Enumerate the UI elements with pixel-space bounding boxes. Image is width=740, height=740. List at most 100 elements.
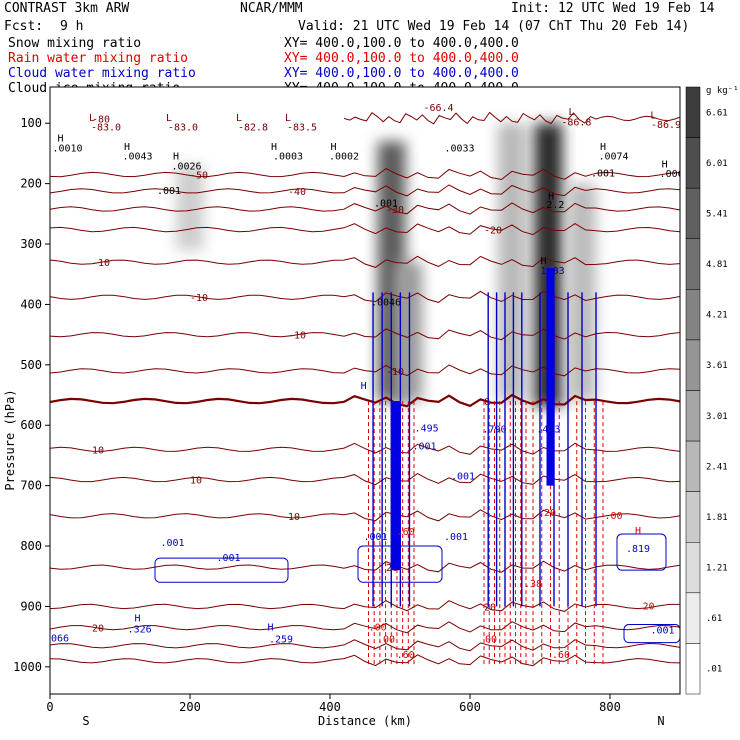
field-xy-rain: XY= 400.0,100.0 to 400.0,400.0 xyxy=(284,51,519,66)
y-tick-label-2: 300 xyxy=(20,237,42,251)
extrema-label-51: .819 xyxy=(626,544,650,555)
field-xy-snow: XY= 400.0,100.0 to 400.0,400.0 xyxy=(284,36,519,51)
extrema-label-37: .495 xyxy=(415,423,439,434)
colorbar-level-9: 1.21 xyxy=(706,564,728,574)
extrema-label-26: .001 xyxy=(591,168,615,179)
extrema-label-25: .0074 xyxy=(598,151,628,162)
isotherm-label-5: -10 xyxy=(92,258,110,269)
extrema-label-4: L xyxy=(236,113,242,124)
extrema-label-33: 2.2 xyxy=(546,200,564,211)
extrema-label-19: H xyxy=(271,142,277,153)
cloud-water-core-0 xyxy=(392,401,401,571)
colorbar-level-6: 3.01 xyxy=(706,412,728,422)
extrema-label-17: H xyxy=(173,151,179,162)
isotherm-label-3: -30 xyxy=(386,205,404,216)
extrema-label-15: H xyxy=(124,142,130,153)
extrema-label-8: -66.4 xyxy=(423,103,453,114)
cloud-water-cell-1 xyxy=(357,545,443,583)
extrema-label-1: -83.0 xyxy=(91,122,121,133)
extrema-label-3: -83.0 xyxy=(168,122,198,133)
isotherm-1 xyxy=(50,168,680,181)
extrema-label-18: .0026 xyxy=(171,162,201,173)
colorbar-level-3: 4.81 xyxy=(706,260,728,270)
isotherm-16 xyxy=(50,639,680,652)
extrema-label-5: -82.8 xyxy=(238,122,268,133)
extrema-label-39: .433 xyxy=(536,424,560,435)
isotherm-label-0: -80 xyxy=(92,114,110,125)
extrema-label-59: .00 xyxy=(604,511,622,522)
colorbar-swatch-4 xyxy=(685,289,701,341)
isotherm-label-4: -20 xyxy=(484,226,502,237)
x-axis-south-label: S xyxy=(82,714,89,728)
extrema-label-27: H xyxy=(662,159,668,170)
extrema-label-30: .001 xyxy=(374,199,398,210)
model-title: CONTRAST 3km ARW xyxy=(4,1,130,16)
isotherm-8 xyxy=(50,364,680,377)
colorbar-level-10: .61 xyxy=(706,614,722,624)
cloud-water-cell-3 xyxy=(623,624,680,644)
forecast-hour: 9 h xyxy=(60,19,84,34)
org-label: NCAR/MMM xyxy=(240,1,303,16)
y-tick-label-8: 900 xyxy=(20,599,42,613)
extrema-label-21: H xyxy=(330,142,336,153)
y-tick-label-0: 100 xyxy=(20,116,42,130)
y-tick-label-5: 600 xyxy=(20,418,42,432)
colorbar-swatch-10 xyxy=(685,592,701,644)
colorbar-level-7: 2.41 xyxy=(706,462,728,472)
cloud-water-cell-0 xyxy=(154,557,289,583)
extrema-label-46: H xyxy=(134,614,140,625)
extrema-label-54: .60 xyxy=(397,527,415,538)
extrema-label-53: H xyxy=(635,526,641,537)
colorbar-level-8: 1.81 xyxy=(706,513,728,523)
isotherm-11 xyxy=(50,473,680,486)
snow-column-0 xyxy=(176,165,204,251)
y-tick-label-4: 500 xyxy=(20,358,42,372)
cloud-water-core-1 xyxy=(546,268,555,486)
colorbar-level-4: 4.21 xyxy=(706,311,728,321)
colorbar-swatch-6 xyxy=(685,390,701,442)
extrema-label-6: L xyxy=(285,113,291,124)
colorbar-swatch-3 xyxy=(685,238,701,290)
plot-frame xyxy=(49,86,681,695)
extrema-label-35: 1.83 xyxy=(541,266,565,277)
extrema-label-41: .001 xyxy=(451,472,475,483)
x-tick-label-0: 0 xyxy=(46,700,53,714)
extrema-label-0: L xyxy=(89,113,95,124)
extrema-label-22: .0002 xyxy=(329,151,359,162)
isotherm-label-6: -10 xyxy=(190,293,208,304)
colorbar-swatch-7 xyxy=(685,440,701,492)
extrema-label-42: .001 xyxy=(363,532,387,543)
colorbar-level-2: 5.41 xyxy=(706,209,728,219)
y-tick-label-3: 400 xyxy=(20,297,42,311)
colorbar-swatch-1 xyxy=(685,137,701,189)
extrema-label-38: .790 xyxy=(482,424,506,435)
extrema-label-40: .001 xyxy=(412,441,436,452)
isotherm-10 xyxy=(50,442,680,455)
colorbar-level-11: .01 xyxy=(706,665,722,675)
extrema-label-43: .001 xyxy=(444,532,468,543)
extrema-label-55: .60 xyxy=(397,650,415,661)
isotherm-label-11: 10 xyxy=(190,476,202,487)
extrema-label-16: .0043 xyxy=(122,151,152,162)
colorbar-level-0: 6.61 xyxy=(706,108,728,118)
field-legend-snow: Snow mixing ratio xyxy=(8,36,142,51)
colorbar-swatch-9 xyxy=(685,542,701,594)
cloud-water-cell-2 xyxy=(616,533,667,571)
extrema-label-2: L xyxy=(166,113,172,124)
extrema-label-60: .20 xyxy=(538,508,556,519)
y-tick-label-7: 800 xyxy=(20,539,42,553)
isotherm-label-2: -40 xyxy=(288,187,306,198)
isotherm-2 xyxy=(50,184,680,197)
extrema-label-14: .0010 xyxy=(52,144,82,155)
isotherm-label-8: -10 xyxy=(386,367,404,378)
colorbar: 6.61 6.01 5.41 4.81 4.21 3.61 3.01 2.41 1.81 1.21… xyxy=(685,86,728,695)
extrema-label-20: .0003 xyxy=(273,151,303,162)
field-xy-cloud-water: XY= 400.0,100.0 to 400.0,400.0 xyxy=(284,66,519,81)
y-tick-label-1: 200 xyxy=(20,177,42,191)
extrema-label-36: H xyxy=(361,381,367,392)
isotherm-12 xyxy=(50,509,680,522)
extrema-label-52: .001 xyxy=(650,626,674,637)
colorbar-swatch-11 xyxy=(685,643,701,695)
extrema-label-49: .259 xyxy=(269,635,293,646)
